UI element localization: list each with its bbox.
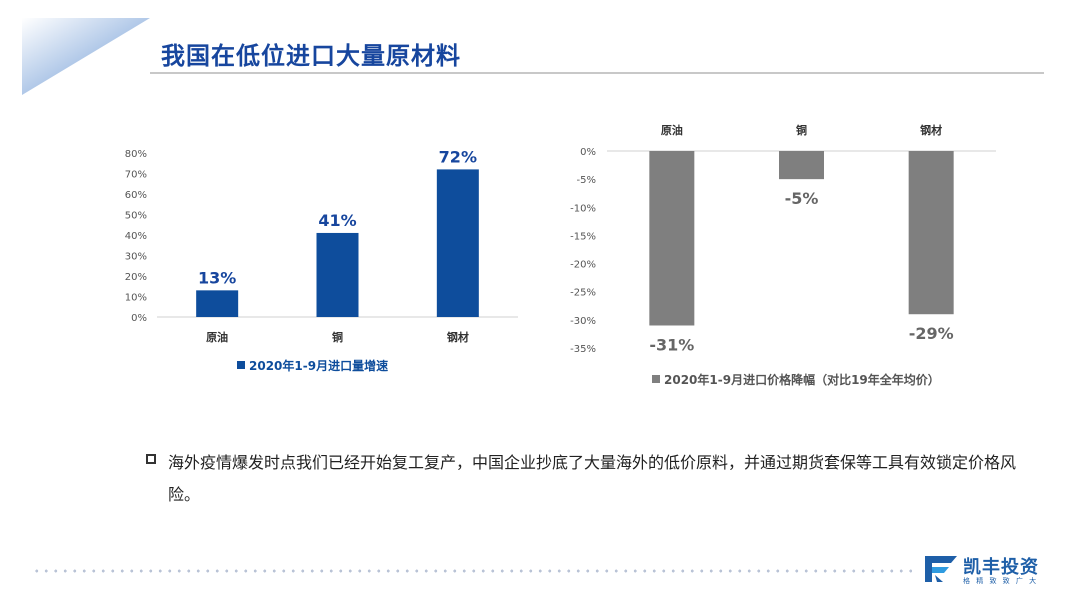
legend-swatch bbox=[237, 361, 245, 369]
import-growth-chart: 80% 70% 60% 50% 40% 30% 20% 10% 0% 13% 原油 41% 铜 72% 钢材… bbox=[125, 147, 518, 373]
y-tick-label: 10% bbox=[125, 293, 147, 304]
logo-slogan: 格 精 致 致 广 大 bbox=[963, 577, 1039, 585]
x-tick-label: 钢材 bbox=[447, 330, 469, 344]
y-tick-label: 0% bbox=[131, 313, 147, 324]
data-label: -29% bbox=[909, 324, 954, 343]
price-decline-chart: 0% -5% -10% -15% -20% -25% -30% -35% -31% 原油 -5% 铜 -… bbox=[570, 123, 996, 387]
data-label: 13% bbox=[198, 268, 236, 287]
data-label: 41% bbox=[318, 211, 356, 230]
logo-name: 凯丰投资 bbox=[963, 557, 1039, 578]
data-label: -31% bbox=[649, 335, 694, 354]
x-tick-label: 原油 bbox=[206, 330, 228, 344]
bar-1 bbox=[779, 151, 824, 180]
title-divider bbox=[150, 72, 1044, 74]
y-tick-label: 0% bbox=[580, 147, 596, 158]
corner-decoration bbox=[22, 18, 150, 95]
y-tick-label: 30% bbox=[125, 252, 147, 263]
y-tick-label: -5% bbox=[577, 175, 596, 186]
y-tick-label: 20% bbox=[125, 272, 147, 283]
logo-mark-icon bbox=[925, 556, 957, 582]
legend-label: 2020年1-9月进口价格降幅（对比19年全年均价） bbox=[664, 372, 940, 387]
y-tick-label: 50% bbox=[125, 211, 147, 222]
company-logo: 凯丰投资 格 精 致 致 广 大 bbox=[923, 553, 1053, 587]
data-label: 72% bbox=[439, 147, 477, 166]
bar-2 bbox=[908, 151, 954, 315]
y-tick-label: -25% bbox=[570, 288, 596, 299]
x-tick-label: 铜 bbox=[331, 330, 343, 344]
dotted-footer-line bbox=[32, 569, 912, 573]
bar-1 bbox=[316, 232, 359, 317]
x-tick-label: 铜 bbox=[795, 123, 807, 137]
legend-swatch bbox=[652, 375, 660, 383]
bullet-text: 海外疫情爆发时点我们已经开始复工复产，中国企业抄底了大量海外的低价原料，并通过期… bbox=[168, 453, 1017, 504]
x-tick-label: 原油 bbox=[661, 123, 683, 137]
bar-0 bbox=[649, 151, 695, 326]
y-tick-label: 80% bbox=[125, 149, 147, 160]
bullet-square-icon bbox=[146, 454, 156, 464]
y-tick-label: -20% bbox=[570, 260, 596, 271]
y-tick-label: 40% bbox=[125, 231, 147, 242]
y-tick-label: 70% bbox=[125, 170, 147, 181]
y-tick-label: 60% bbox=[125, 190, 147, 201]
page-title: 我国在低位进口大量原材料 bbox=[161, 42, 461, 70]
y-tick-label: -35% bbox=[570, 344, 596, 355]
y-tick-label: -15% bbox=[570, 231, 596, 242]
data-label: -5% bbox=[785, 189, 819, 208]
bar-0 bbox=[196, 290, 239, 317]
x-tick-label: 钢材 bbox=[920, 123, 942, 137]
bar-2 bbox=[436, 169, 479, 317]
y-tick-label: -30% bbox=[570, 316, 596, 327]
y-tick-label: -10% bbox=[570, 203, 596, 214]
legend-label: 2020年1-9月进口量增速 bbox=[249, 358, 388, 373]
